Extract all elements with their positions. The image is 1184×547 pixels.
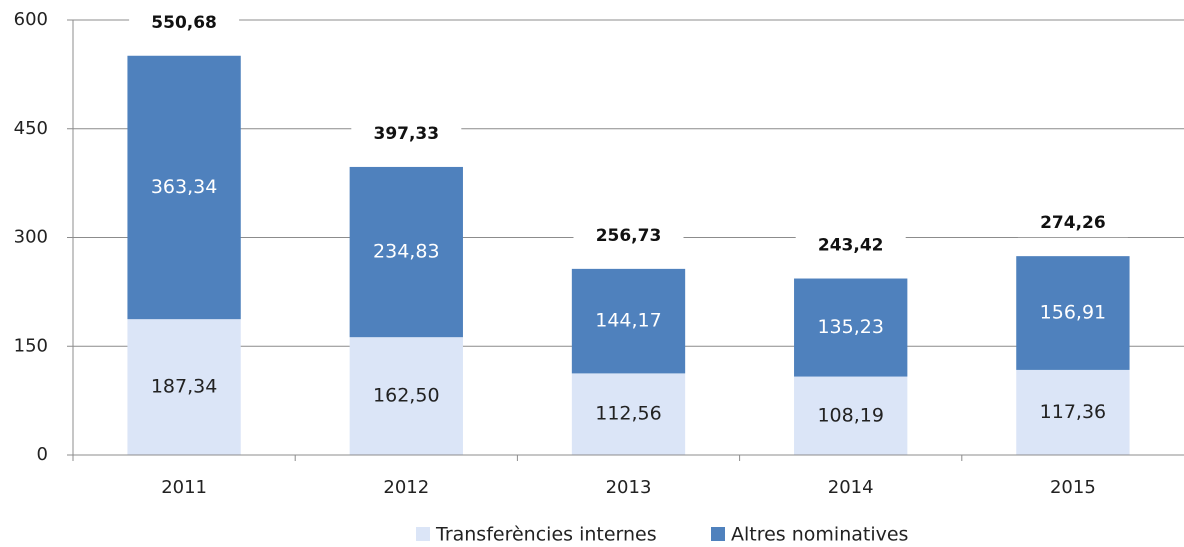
y-tick-label: 0: [37, 444, 48, 465]
bar-segment: [794, 376, 908, 455]
bar-segment: [794, 278, 908, 377]
y-tick-label: 300: [14, 227, 48, 248]
bar-segment: [1016, 256, 1130, 370]
bar-segment: [349, 337, 463, 455]
value-label: 117,36: [1040, 401, 1106, 423]
bar-segment: [127, 319, 241, 455]
x-tick-label: 2014: [828, 477, 874, 498]
total-label: 256,73: [596, 226, 662, 246]
value-label: 162,50: [373, 385, 439, 407]
legend-label: Altres nominatives: [731, 524, 908, 546]
legend-swatch: [711, 527, 725, 541]
total-label-bg: [351, 119, 462, 148]
total-label: 274,26: [1040, 213, 1106, 233]
value-label: 144,17: [595, 310, 661, 332]
y-tick-label: 450: [14, 118, 48, 139]
x-tick-label: 2015: [1050, 477, 1096, 498]
value-label: 363,34: [151, 176, 217, 198]
value-label: 108,19: [817, 404, 883, 426]
bar-segment: [127, 55, 241, 320]
y-tick-label: 600: [14, 9, 48, 30]
legend-label: Transferències internes: [435, 524, 657, 546]
value-label: 112,56: [595, 403, 661, 425]
value-label: 156,91: [1040, 302, 1106, 324]
legend-swatch: [416, 527, 430, 541]
bar-segment: [1016, 369, 1130, 455]
bar-segment: [349, 166, 463, 338]
x-tick-label: 2011: [161, 477, 207, 498]
x-tick-label: 2012: [383, 477, 429, 498]
total-label: 397,33: [373, 124, 439, 144]
value-label: 234,83: [373, 241, 439, 263]
total-label-bg: [573, 221, 684, 250]
total-label-bg: [129, 8, 240, 37]
total-label-bg: [795, 231, 906, 260]
total-label-bg: [1017, 209, 1128, 238]
y-tick-label: 150: [14, 335, 48, 356]
total-label: 243,42: [818, 236, 884, 256]
x-tick-label: 2013: [606, 477, 652, 498]
value-label: 187,34: [151, 376, 217, 398]
value-label: 135,23: [817, 316, 883, 338]
bar-segment: [571, 268, 686, 374]
total-label: 550,68: [151, 13, 217, 33]
bar-segment: [571, 373, 686, 455]
